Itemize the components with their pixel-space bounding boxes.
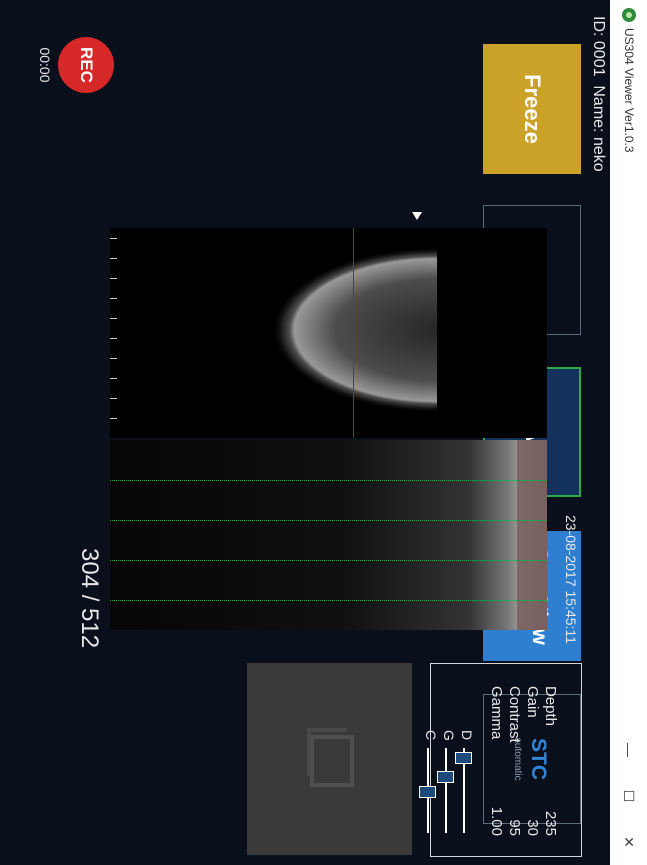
time-gridline	[110, 480, 547, 482]
param-depth-value: 235	[542, 810, 559, 836]
param-contrast: Contrast 95	[506, 686, 523, 836]
param-gain-value: 30	[524, 819, 541, 836]
slider-contrast-label: C	[423, 730, 439, 741]
slider-knob[interactable]	[437, 770, 454, 783]
frame-counter: 304 / 512	[76, 548, 103, 649]
param-contrast-label: Contrast	[506, 686, 523, 743]
close-button[interactable]: ✕	[621, 836, 637, 848]
record-timer: 00:00	[37, 47, 53, 83]
slider-track[interactable]	[437, 748, 454, 833]
minimize-button[interactable]: —	[621, 743, 637, 757]
slider-track[interactable]	[455, 748, 472, 833]
title-bar: US304 Viewer Ver1.0.3 — ☐ ✕	[610, 0, 647, 865]
time-gridline	[110, 560, 547, 562]
slider-gain-label: G	[441, 730, 457, 741]
app-icon	[622, 8, 636, 22]
monitor-icon	[310, 735, 354, 787]
depth-scale	[110, 228, 117, 438]
param-gamma: Gamma 1.00	[488, 686, 505, 836]
slider-knob[interactable]	[455, 751, 472, 764]
patient-info: ID: 0001 Name: neko	[590, 16, 607, 172]
record-button[interactable]: REC	[58, 37, 114, 93]
slider-track[interactable]	[419, 748, 436, 833]
maximize-button[interactable]: ☐	[621, 789, 637, 803]
settings-panel: Depth 235 Gain 30 Contrast 95 Gamma 1.00…	[62, 663, 582, 863]
param-depth: Depth 235	[542, 686, 559, 836]
freeze-button[interactable]: Freeze	[483, 44, 581, 174]
slider-gain[interactable]: G	[437, 730, 457, 850]
param-gain-label: Gain	[524, 686, 541, 718]
window-title: US304 Viewer Ver1.0.3	[622, 28, 636, 153]
b-mode-image[interactable]	[110, 228, 547, 438]
param-gamma-value: 1.00	[488, 806, 505, 836]
ultrasound-fan	[257, 240, 437, 420]
param-depth-label: Depth	[542, 686, 559, 727]
slider-contrast[interactable]: C	[419, 730, 439, 850]
time-gridline	[110, 600, 547, 602]
param-gain: Gain 30	[524, 686, 541, 836]
parameter-box: Depth 235 Gain 30 Contrast 95 Gamma 1.00…	[419, 663, 582, 857]
slider-knob[interactable]	[419, 785, 436, 798]
param-contrast-value: 95	[506, 819, 523, 836]
m-line	[353, 228, 354, 438]
datetime-label: 23-08-2017 15:45:11	[563, 515, 579, 644]
preview-pane[interactable]	[247, 663, 412, 855]
param-gamma-label: Gamma	[488, 686, 505, 740]
m-mode-image[interactable]	[110, 440, 547, 630]
slider-depth-label: D	[459, 730, 475, 741]
time-gridline	[110, 520, 547, 522]
slider-depth[interactable]: D	[455, 730, 475, 850]
scanline-marker[interactable]	[412, 212, 422, 220]
